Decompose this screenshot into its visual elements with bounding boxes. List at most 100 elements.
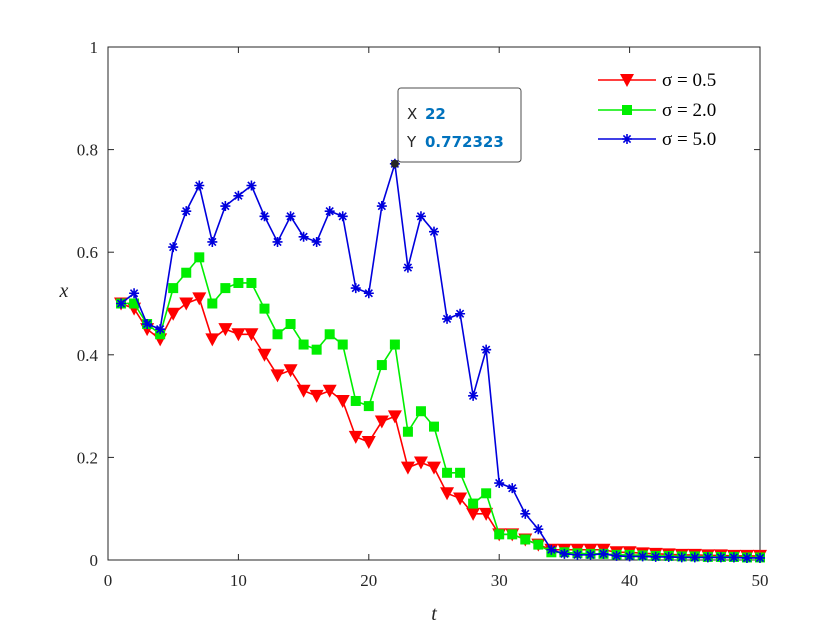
data-point — [207, 298, 218, 309]
data-point — [376, 360, 387, 371]
data-point — [194, 180, 205, 191]
data-point — [520, 508, 531, 519]
data-point — [246, 180, 257, 191]
data-point — [324, 206, 335, 217]
data-point — [285, 211, 296, 222]
data-point — [311, 236, 322, 247]
x-axis-label: t — [431, 603, 437, 625]
data-point — [468, 498, 479, 509]
data-point — [220, 283, 231, 294]
data-point — [741, 552, 752, 563]
data-point — [440, 487, 455, 501]
datatip-y-label: Y — [406, 133, 417, 151]
y-tick-label: 0 — [90, 551, 99, 570]
data-point — [402, 426, 413, 437]
data-point — [728, 552, 739, 563]
data-point — [429, 421, 439, 432]
x-tick-label: 50 — [752, 571, 769, 590]
legend-marker — [620, 74, 634, 87]
data-point — [285, 319, 296, 330]
legend-label: σ = 0.5 — [662, 70, 716, 91]
data-point — [168, 242, 179, 253]
data-point — [309, 389, 324, 403]
data-point — [259, 211, 270, 222]
data-point — [350, 395, 361, 406]
datatip-x-value: 22 — [425, 105, 446, 123]
series-2 — [116, 158, 765, 563]
data-point — [415, 211, 426, 222]
data-point — [442, 467, 453, 478]
data-point — [389, 339, 400, 350]
data-point — [755, 552, 765, 563]
data-point — [676, 552, 687, 563]
y-tick-label: 0.4 — [77, 346, 99, 365]
data-point — [466, 507, 481, 521]
axis-ticks: 0 10 20 30 40 50 0 0.2 0.4 0.6 0.8 1 — [77, 38, 769, 590]
data-point — [335, 394, 350, 408]
data-point — [324, 329, 335, 340]
data-point — [181, 267, 192, 278]
datatip-box — [397, 87, 522, 163]
data-point — [715, 552, 726, 563]
data-point — [415, 406, 426, 417]
datatip-point — [390, 159, 399, 168]
data-point — [481, 344, 492, 355]
data-point — [179, 297, 194, 311]
data-point — [546, 544, 557, 555]
x-tick-label: 10 — [230, 571, 247, 590]
data-point — [194, 252, 205, 263]
data-point — [533, 539, 544, 550]
data-point — [598, 548, 609, 559]
data-point — [650, 551, 661, 562]
legend-label: σ = 2.0 — [662, 100, 716, 121]
data-point — [155, 329, 166, 340]
legend-label: σ = 5.0 — [662, 129, 716, 150]
data-point — [481, 488, 492, 499]
x-tick-label: 30 — [491, 571, 508, 590]
data-point — [129, 298, 140, 309]
data-point — [298, 339, 309, 350]
data-point — [507, 483, 518, 494]
data-point — [453, 492, 468, 506]
data-point — [181, 206, 192, 217]
data-point — [283, 364, 298, 378]
y-axis-label: x — [59, 280, 69, 302]
data-point — [207, 236, 218, 247]
x-tick-label: 40 — [621, 571, 638, 590]
data-point — [192, 292, 207, 306]
series-group — [114, 158, 767, 563]
data-point — [272, 236, 283, 247]
data-point — [374, 415, 389, 429]
data-tip[interactable]: X 22 Y 0.772323 — [390, 87, 522, 168]
data-point — [363, 401, 374, 412]
data-point — [155, 324, 166, 335]
y-tick-label: 0.6 — [77, 243, 98, 262]
data-point — [455, 308, 466, 319]
data-point — [337, 339, 348, 350]
data-point — [296, 384, 311, 398]
data-point — [376, 201, 387, 212]
data-point — [442, 313, 453, 324]
data-point — [348, 430, 363, 444]
data-point — [400, 461, 415, 475]
data-point — [468, 390, 479, 401]
data-point — [233, 277, 244, 288]
data-point — [363, 288, 374, 299]
data-point — [427, 461, 441, 475]
data-point — [702, 552, 713, 563]
data-point — [585, 549, 596, 560]
data-point — [311, 344, 322, 355]
legend: σ = 0.5 σ = 2.0 σ = 5.0 — [598, 70, 716, 150]
data-point — [413, 456, 428, 470]
data-point — [246, 277, 257, 288]
data-point — [231, 328, 246, 342]
data-point — [350, 283, 361, 294]
data-point — [116, 298, 127, 309]
data-point — [494, 529, 505, 540]
data-point — [387, 410, 402, 424]
y-tick-label: 1 — [90, 38, 99, 57]
data-point — [689, 552, 700, 563]
data-point — [494, 478, 505, 489]
data-point — [663, 551, 674, 562]
y-tick-label: 0.8 — [77, 141, 98, 160]
